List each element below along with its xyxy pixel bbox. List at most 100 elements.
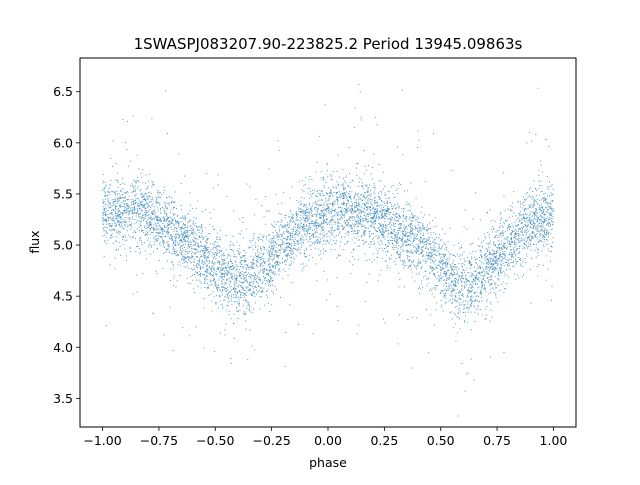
scatter-point xyxy=(211,268,213,270)
scatter-point xyxy=(126,230,128,232)
scatter-point xyxy=(429,237,431,239)
scatter-point xyxy=(284,251,286,253)
scatter-point xyxy=(400,237,402,239)
scatter-point xyxy=(457,280,459,282)
scatter-point xyxy=(183,228,185,230)
scatter-point xyxy=(399,216,401,218)
scatter-point xyxy=(167,246,169,248)
scatter-point xyxy=(221,273,223,275)
scatter-point xyxy=(511,206,513,208)
scatter-point xyxy=(330,229,332,231)
scatter-point xyxy=(150,215,152,217)
scatter-point xyxy=(384,209,386,211)
scatter-point xyxy=(293,252,295,254)
scatter-point xyxy=(492,270,494,272)
scatter-point xyxy=(526,218,528,220)
scatter-point xyxy=(487,249,489,251)
scatter-point xyxy=(457,312,459,314)
scatter-point xyxy=(486,263,488,265)
scatter-point xyxy=(544,214,546,216)
scatter-point xyxy=(361,185,363,187)
scatter-point xyxy=(187,247,189,249)
scatter-point xyxy=(285,230,287,232)
scatter-point xyxy=(196,266,198,268)
scatter-point xyxy=(272,271,274,273)
scatter-point xyxy=(250,276,252,278)
scatter-point xyxy=(230,277,232,279)
scatter-point xyxy=(120,206,122,208)
scatter-point xyxy=(523,214,525,216)
scatter-point xyxy=(249,293,251,295)
scatter-point xyxy=(352,212,354,214)
scatter-point xyxy=(484,274,486,276)
scatter-point xyxy=(182,241,184,243)
scatter-point xyxy=(520,228,522,230)
scatter-point xyxy=(111,213,113,215)
scatter-point xyxy=(178,224,180,226)
scatter-point xyxy=(461,275,463,277)
scatter-point xyxy=(108,223,110,225)
scatter-point xyxy=(376,211,378,213)
scatter-point xyxy=(302,267,304,269)
scatter-point xyxy=(220,229,222,231)
scatter-point xyxy=(412,252,414,254)
scatter-point xyxy=(200,273,202,275)
scatter-point xyxy=(388,232,390,234)
scatter-point xyxy=(367,208,369,210)
scatter-point xyxy=(541,224,543,226)
scatter-point xyxy=(195,234,197,236)
scatter-point xyxy=(541,236,543,238)
scatter-point xyxy=(277,256,279,258)
scatter-point xyxy=(530,249,532,251)
scatter-point xyxy=(548,222,550,224)
scatter-point xyxy=(230,272,232,274)
scatter-point xyxy=(451,275,453,277)
scatter-point xyxy=(413,249,415,251)
scatter-point xyxy=(337,221,339,223)
scatter-point xyxy=(521,227,523,228)
scatter-point xyxy=(279,261,281,263)
scatter-point xyxy=(198,279,200,281)
scatter-point xyxy=(193,253,195,255)
scatter-point xyxy=(297,202,299,204)
scatter-point xyxy=(230,280,232,282)
scatter-point xyxy=(417,245,419,247)
scatter-point xyxy=(423,244,425,246)
scatter-point xyxy=(114,218,116,220)
scatter-point xyxy=(416,243,418,245)
scatter-point xyxy=(478,245,480,247)
scatter-point xyxy=(489,356,491,358)
scatter-point xyxy=(439,245,441,247)
scatter-point xyxy=(181,240,183,242)
scatter-point xyxy=(116,236,118,238)
scatter-point xyxy=(184,259,186,261)
scatter-point xyxy=(236,294,238,296)
scatter-point xyxy=(223,286,225,288)
scatter-point xyxy=(424,270,426,272)
scatter-point xyxy=(444,255,446,257)
scatter-point xyxy=(198,246,200,248)
scatter-point xyxy=(147,215,149,217)
scatter-point xyxy=(282,278,284,280)
scatter-point xyxy=(370,217,372,219)
scatter-point xyxy=(182,243,184,245)
scatter-point xyxy=(161,231,163,233)
scatter-point xyxy=(514,242,516,244)
scatter-point xyxy=(214,256,216,258)
scatter-point xyxy=(206,274,208,276)
scatter-point xyxy=(208,246,210,248)
scatter-point xyxy=(480,274,482,276)
scatter-point xyxy=(135,231,137,233)
scatter-point xyxy=(169,306,171,308)
scatter-point xyxy=(530,219,532,221)
scatter-point xyxy=(457,271,459,273)
scatter-point xyxy=(340,217,342,219)
scatter-point xyxy=(447,259,449,261)
scatter-point xyxy=(178,237,180,239)
scatter-point xyxy=(377,280,379,282)
scatter-point xyxy=(361,224,363,226)
scatter-point xyxy=(314,240,316,242)
scatter-point xyxy=(418,247,420,249)
scatter-point xyxy=(209,272,211,274)
scatter-point xyxy=(494,253,496,255)
